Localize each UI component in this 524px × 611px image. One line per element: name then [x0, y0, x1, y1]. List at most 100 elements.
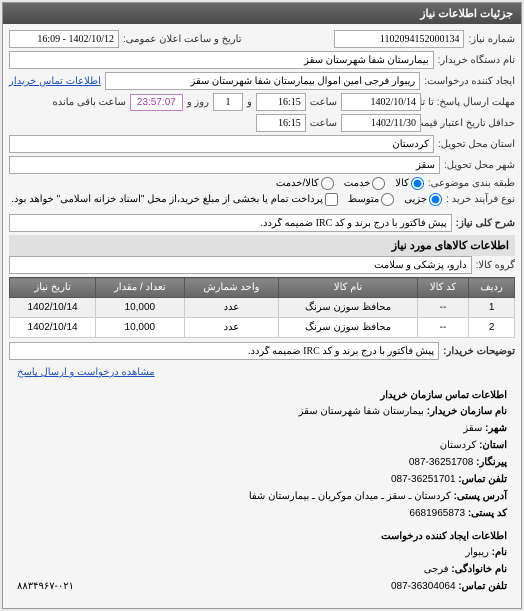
validity-label: حداقل تاریخ اعتبار قیمت: تا تاریخ: — [425, 118, 515, 129]
radio-goods[interactable]: کالا — [395, 177, 424, 190]
desc-input[interactable] — [9, 214, 452, 232]
announce-input[interactable] — [9, 30, 119, 48]
cell: عدد — [184, 318, 279, 338]
th-unit: واحد شمارش — [184, 278, 279, 298]
comments-input[interactable] — [9, 342, 439, 360]
org-contact-title: اطلاعات تماس سازمان خریدار — [17, 388, 507, 404]
org-phone-label: تلفن تماس: — [458, 474, 507, 485]
time-label-1: ساعت — [310, 97, 337, 108]
need-number-label: شماره نیاز: — [468, 34, 515, 45]
radio-service[interactable]: خدمت — [344, 177, 386, 190]
cell: -- — [417, 298, 468, 318]
org-other-phone: 36251708-087 — [409, 457, 474, 468]
cell: -- — [417, 318, 468, 338]
org-name-label: نام سازمان خریدار: — [427, 406, 507, 417]
cell: 1402/10/14 — [10, 318, 96, 338]
time-label-2: ساعت — [310, 118, 337, 129]
req-contact-title: اطلاعات ایجاد کننده درخواست — [17, 529, 507, 545]
radio-goods-service[interactable]: کالا/خدمت — [276, 177, 334, 190]
req-lname: فرجی — [424, 564, 449, 575]
province-input[interactable] — [9, 135, 434, 153]
req-lname-label: نام خانوادگی: — [451, 564, 507, 575]
org-postal: 6681965873 — [409, 508, 465, 519]
validity-time-input[interactable] — [256, 114, 306, 132]
category-label: طبقه بندی موضوعی: — [428, 178, 515, 189]
req-fax: ۸۸۳۴۹۶۷-۰۲۱ — [17, 579, 74, 595]
cell: محافظ سوزن سرنگ — [279, 298, 417, 318]
th-name: نام کالا — [279, 278, 417, 298]
cell: 2 — [469, 318, 515, 338]
org-name: بیمارستان شفا شهرستان سقز — [299, 406, 424, 417]
buyer-contact-link[interactable]: اطلاعات تماس خریدار — [9, 76, 101, 87]
and-label: و — [247, 97, 252, 108]
cell: محافظ سوزن سرنگ — [279, 318, 417, 338]
view-request-link[interactable]: مشاهده درخواست و ارسال پاسخ — [9, 363, 515, 382]
requester-input[interactable] — [105, 72, 420, 90]
form-body: شماره نیاز: تاریخ و ساعت اعلان عمومی: نا… — [3, 24, 521, 608]
org-postal-label: کد پستی: — [468, 508, 507, 519]
group-label: گروه کالا: — [476, 260, 515, 271]
city-input[interactable] — [9, 156, 440, 174]
radio-small[interactable]: جزیی — [404, 193, 442, 206]
requester-label: ایجاد کننده درخواست: — [424, 76, 515, 87]
goods-table: ردیف کد کالا نام کالا واحد شمارش تعداد /… — [9, 277, 515, 338]
th-row: ردیف — [469, 278, 515, 298]
panel-title: جزئیات اطلاعات نیاز — [3, 3, 521, 24]
deadline-time-input[interactable] — [256, 93, 306, 111]
category-radio-group: کالا خدمت کالا/خدمت — [276, 177, 424, 190]
validity-date-input[interactable] — [341, 114, 421, 132]
days-input[interactable] — [213, 93, 243, 111]
radio-medium-input[interactable] — [381, 193, 394, 206]
deadline-date-input[interactable] — [341, 93, 421, 111]
deadline-label: مهلت ارسال پاسخ: تا تاریخ: — [425, 97, 515, 108]
table-row[interactable]: 2 -- محافظ سوزن سرنگ عدد 10,000 1402/10/… — [10, 318, 515, 338]
cell: 1402/10/14 — [10, 298, 96, 318]
details-panel: جزئیات اطلاعات نیاز شماره نیاز: تاریخ و … — [2, 2, 522, 609]
cell: 10,000 — [96, 298, 184, 318]
radio-service-input[interactable] — [372, 177, 385, 190]
th-code: کد کالا — [417, 278, 468, 298]
org-phone: 36251701-087 — [391, 474, 456, 485]
table-row[interactable]: 1 -- محافظ سوزن سرنگ عدد 10,000 1402/10/… — [10, 298, 515, 318]
process-label: نوع فرآیند خرید : — [446, 194, 515, 205]
req-contact-block: اطلاعات ایجاد کننده درخواست نام: ریبوار … — [9, 529, 515, 602]
th-qty: تعداد / مقدار — [96, 278, 184, 298]
org-province-label: استان: — [479, 440, 507, 451]
req-phone: 36304064-087 — [391, 581, 456, 592]
th-date: تاریخ نیاز — [10, 278, 96, 298]
org-contact-block: اطلاعات تماس سازمان خریدار نام سازمان خر… — [9, 382, 515, 529]
org-city-label: شهر: — [485, 423, 507, 434]
goods-info-title: اطلاعات کالاهای مورد نیاز — [9, 235, 515, 256]
cell: 10,000 — [96, 318, 184, 338]
radio-medium[interactable]: متوسط — [348, 193, 394, 206]
cell: عدد — [184, 298, 279, 318]
remaining-label: ساعت باقی مانده — [53, 97, 126, 108]
radio-goods-input[interactable] — [411, 177, 424, 190]
buyer-name-input[interactable] — [9, 51, 434, 69]
org-other-phone-label: پیرنگار: — [476, 457, 507, 468]
org-address: کردستان ـ سقز ـ میدان موکریان ـ بیمارستا… — [249, 491, 451, 502]
days-label: روز و — [187, 97, 209, 108]
req-fname-label: نام: — [492, 547, 507, 558]
req-fname: ریبوار — [465, 547, 488, 558]
need-number-input[interactable] — [334, 30, 464, 48]
announce-label: تاریخ و ساعت اعلان عمومی: — [123, 34, 242, 45]
city-label: شهر محل تحویل: — [444, 160, 515, 171]
radio-goods-service-input[interactable] — [321, 177, 334, 190]
cell: 1 — [469, 298, 515, 318]
province-label: استان محل تحویل: — [438, 139, 515, 150]
req-phone-label: تلفن تماس: — [458, 581, 507, 592]
checkbox-treasury-input[interactable] — [325, 193, 338, 206]
table-header-row: ردیف کد کالا نام کالا واحد شمارش تعداد /… — [10, 278, 515, 298]
org-city: سقز — [463, 423, 482, 434]
comments-label: توضیحات خریدار: — [443, 346, 515, 357]
buyer-name-label: نام دستگاه خریدار: — [438, 55, 515, 66]
org-address-label: آدرس پستی: — [454, 491, 507, 502]
radio-small-input[interactable] — [429, 193, 442, 206]
checkbox-treasury[interactable]: پرداخت تمام یا بخشی از مبلغ خرید،از محل … — [11, 193, 338, 206]
process-radio-group: جزیی متوسط پرداخت تمام یا بخشی از مبلغ خ… — [11, 193, 442, 206]
desc-label: شرح کلی نیاز: — [456, 218, 515, 229]
org-province: کردستان — [440, 440, 477, 451]
countdown-timer: 23:57:07 — [130, 94, 183, 111]
group-input[interactable] — [9, 256, 472, 274]
